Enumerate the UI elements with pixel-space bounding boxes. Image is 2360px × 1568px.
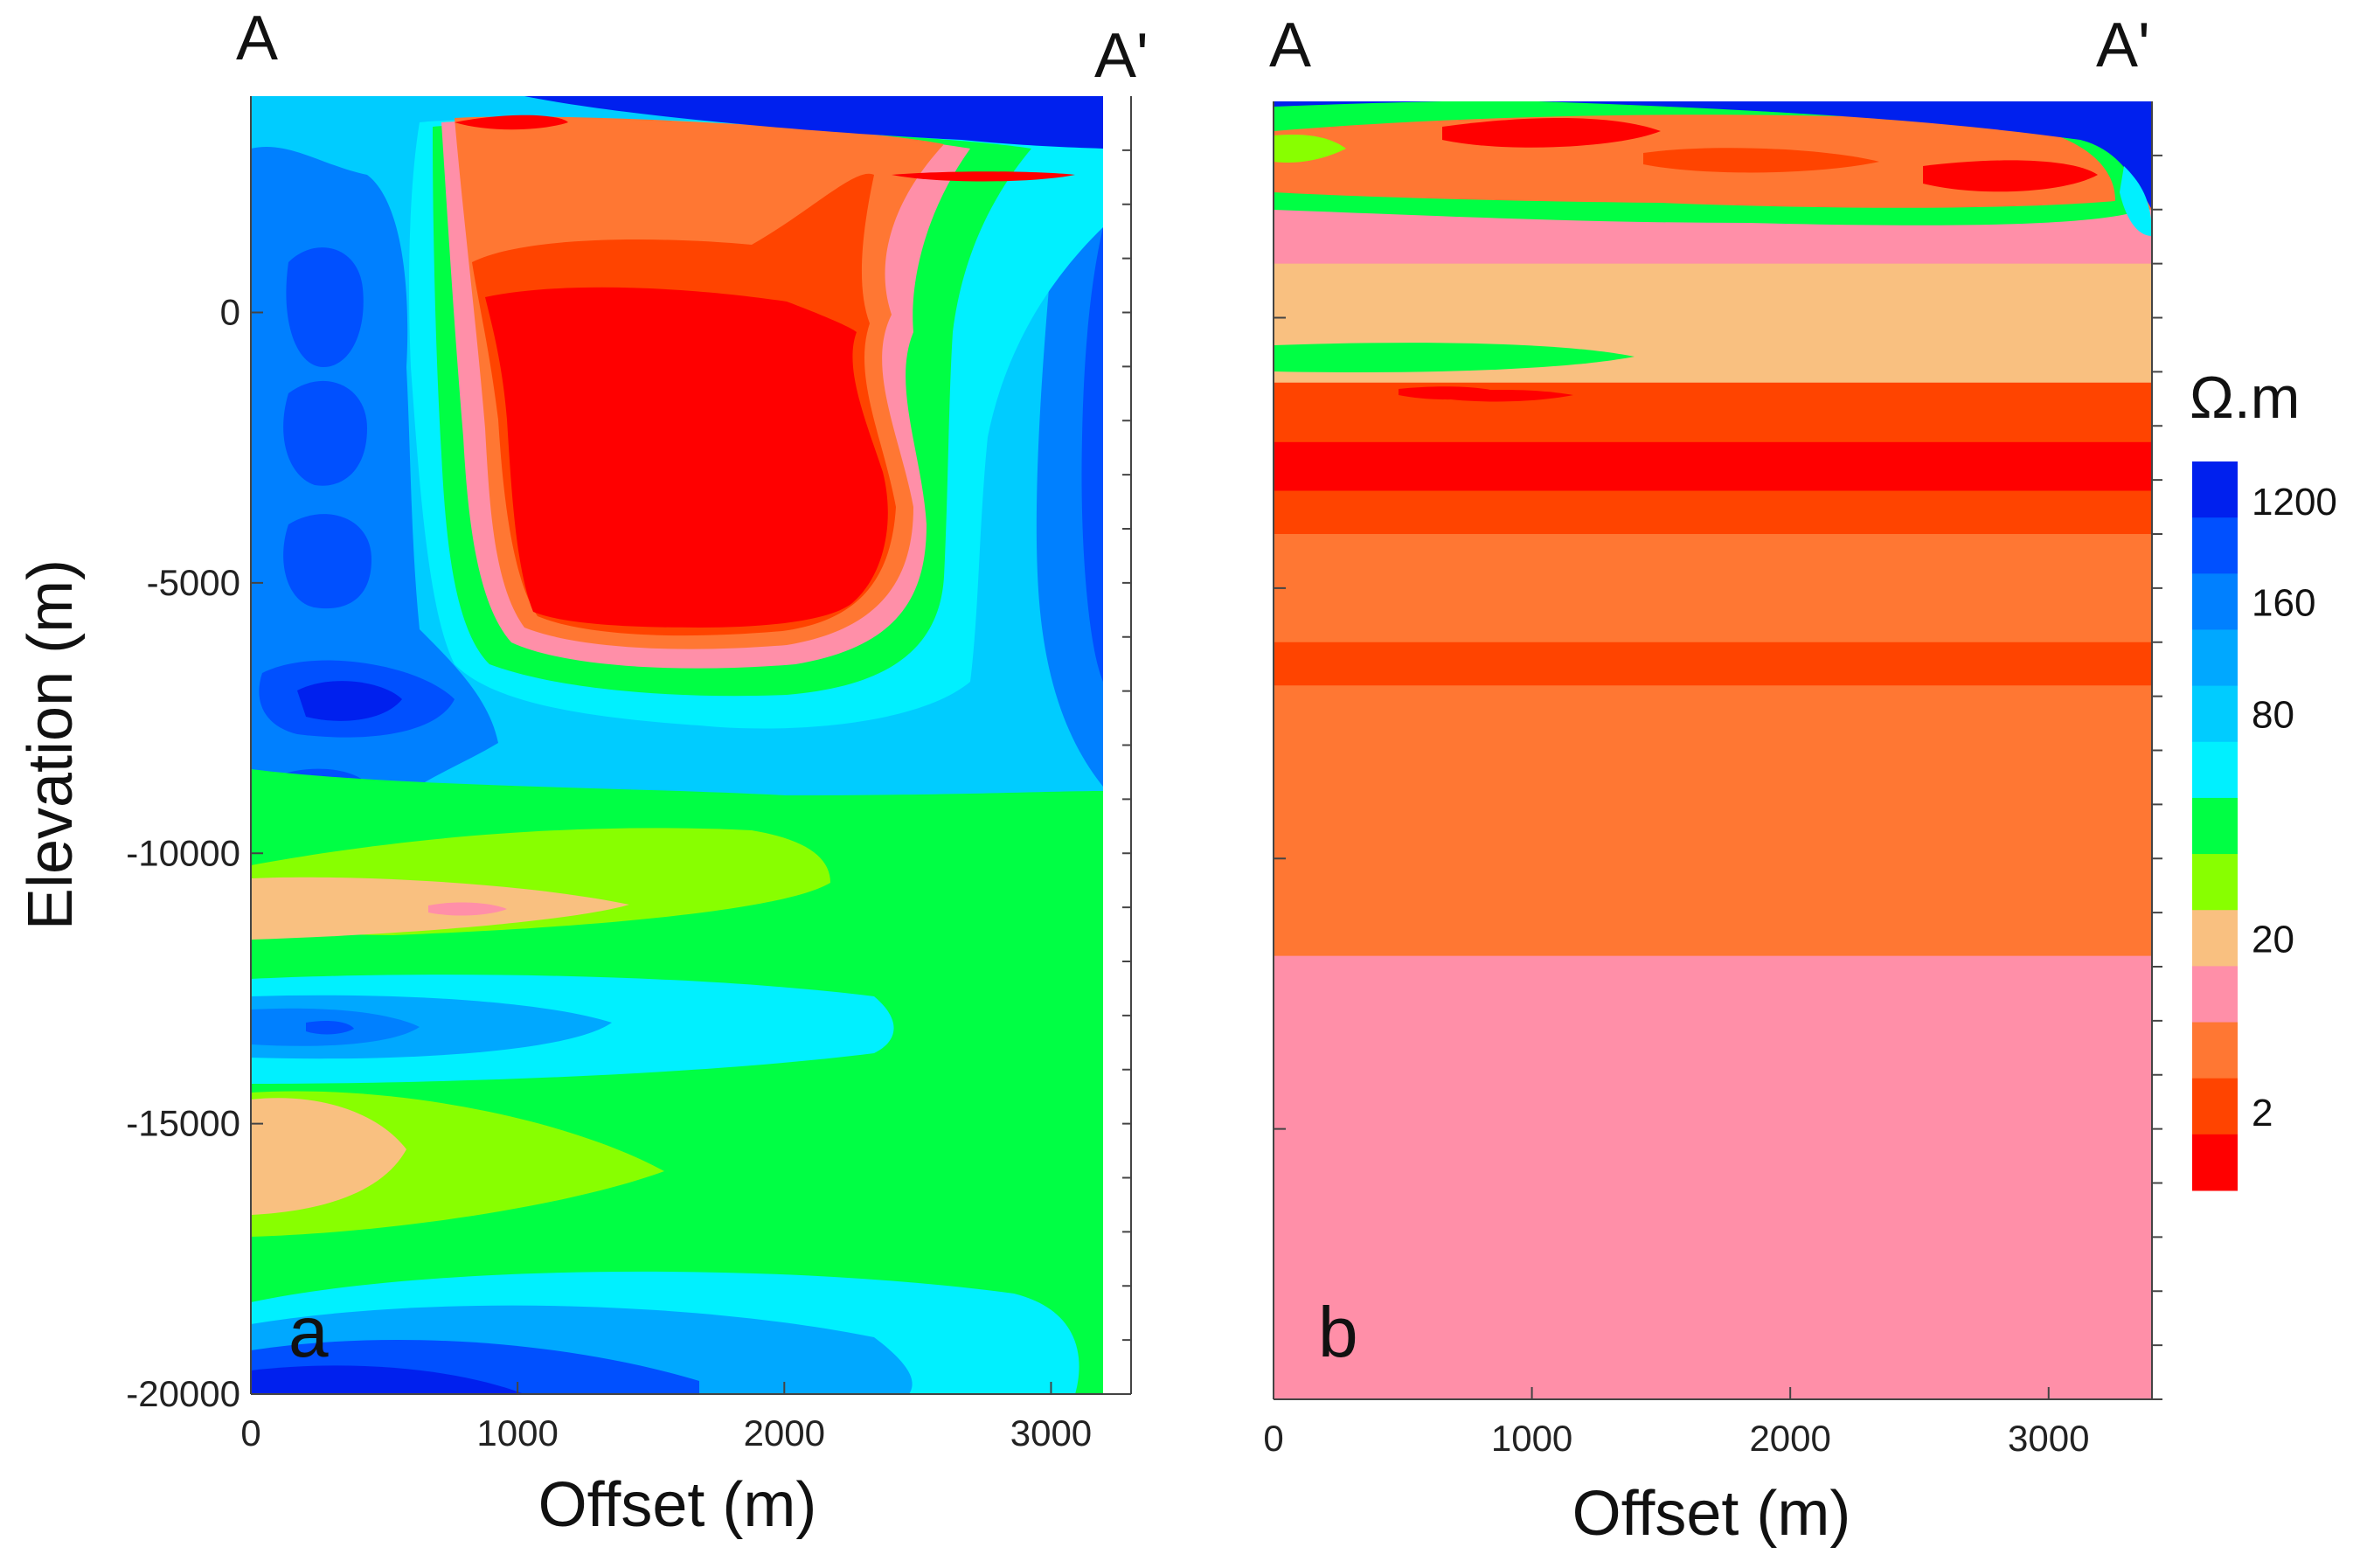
panel-b-x-tick-label: 0 [1263, 1418, 1283, 1459]
colorbar-label: 1200 [2252, 481, 2337, 524]
panel-a-y-ticks: 0 -5000 -10000 -15000 -20000 [126, 292, 263, 1414]
colorbar-swatches [2192, 461, 2238, 1191]
panel-b-layer [1274, 685, 2152, 957]
panel-b-x-tick-label: 2000 [1749, 1418, 1830, 1459]
panel-b-right-minor-ticks [2152, 154, 2162, 1400]
panel-b-layer [1274, 441, 2152, 492]
panel-a-x-tick-label: 2000 [744, 1412, 825, 1454]
panel-a-y-tick-label: 0 [220, 292, 240, 333]
colorbar-swatch [2192, 461, 2238, 518]
panel-a-corner-right: A' [1094, 21, 1149, 91]
colorbar-swatch [2192, 629, 2238, 687]
colorbar-swatch [2192, 1022, 2238, 1079]
panel-b: 0 1000 2000 3000 A A' b Offset (m) [1263, 10, 2162, 1549]
panel-a-top-red-streak [892, 171, 1075, 182]
panel-b-layer [1274, 955, 2152, 1399]
panel-b-right-cyan-edge [2120, 166, 2152, 236]
panel-b-corner-right: A' [2096, 10, 2150, 80]
panel-a-conductor-core [485, 287, 888, 628]
panel-a-x-tick-label: 1000 [476, 1412, 558, 1454]
panel-b-layer [1274, 642, 2152, 687]
panel-b-corner-left: A [1269, 10, 1311, 80]
colorbar-labels: 1200 160 80 20 2 [2252, 481, 2337, 1134]
panel-b-top-red-center [1643, 148, 1879, 173]
panel-b-x-tick-label: 3000 [2008, 1418, 2089, 1459]
colorbar-unit: Ω.m [2190, 364, 2300, 431]
panel-a-top-red-cap [455, 114, 568, 130]
colorbar-swatch [2192, 741, 2238, 799]
colorbar-label: 160 [2252, 581, 2315, 624]
colorbar-swatch [2192, 910, 2238, 967]
panel-a-right-minor-ticks [1122, 149, 1131, 1395]
panel-a-y-tick-label: -20000 [126, 1373, 240, 1414]
panel-a-corner-left: A [236, 3, 278, 73]
panel-b-layer [1274, 490, 2152, 535]
panel-a-blue-blob-3 [283, 514, 371, 609]
panel-b-top-red-right [1923, 160, 2098, 192]
colorbar-label: 2 [2252, 1092, 2273, 1134]
panel-b-x-tick-label: 1000 [1491, 1418, 1572, 1459]
panel-a-y-tick-label: -10000 [126, 832, 240, 873]
colorbar: Ω.m 1200 160 80 20 2 [2190, 364, 2337, 1191]
panel-a-x-tick-label: 0 [240, 1412, 260, 1454]
panel-b-details [1274, 101, 2152, 402]
panel-b-air-top [1538, 101, 2152, 210]
panel-b-layer [1274, 534, 2152, 643]
panel-a-y-tick-label: -5000 [147, 562, 240, 603]
panel-b-green-lens [1274, 343, 1635, 373]
panel-a-dark-blue-spot [306, 1020, 354, 1035]
panel-a-orange-lens-lower [251, 1098, 406, 1215]
panel-a-bottom-deep-blue [251, 1365, 524, 1394]
panel-a: 0 1000 2000 3000 0 -5000 -10000 -15000 -20000 A… [16, 3, 1149, 1540]
colorbar-swatch [2192, 573, 2238, 630]
panel-a-x-axis-title: Offset (m) [538, 1470, 817, 1540]
colorbar-swatch [2192, 797, 2238, 855]
colorbar-swatch [2192, 966, 2238, 1023]
colorbar-swatch [2192, 1134, 2238, 1191]
panel-b-top-red-left [1442, 117, 1661, 148]
panel-a-blue-blob-2 [283, 380, 367, 486]
panel-b-x-ticks: 0 1000 2000 3000 [1263, 1387, 2089, 1459]
panel-a-right-deep-blue [1081, 227, 1103, 682]
panel-a-x-ticks: 0 1000 2000 3000 [240, 1382, 1092, 1454]
colorbar-swatch [2192, 517, 2238, 574]
panel-a-y-axis-title: Elevation (m) [16, 559, 86, 930]
panel-a-blue-blob-1 [286, 247, 364, 367]
panel-a-label: a [288, 1293, 329, 1372]
panel-b-red-streak-2 [1442, 390, 1573, 402]
colorbar-swatch [2192, 1078, 2238, 1135]
panel-a-pink-spot [428, 902, 507, 916]
panel-a-y-tick-label: -15000 [126, 1103, 240, 1144]
colorbar-label: 80 [2252, 694, 2294, 737]
panel-b-plot-area [1274, 101, 2152, 1399]
panel-a-x-tick-label: 3000 [1010, 1412, 1092, 1454]
panel-a-plot-area [251, 96, 1103, 1394]
panel-b-label: b [1318, 1293, 1358, 1372]
panel-b-y-ticks [1274, 316, 1286, 1400]
panel-a-blue-blob-5 [297, 681, 402, 721]
colorbar-swatch [2192, 854, 2238, 911]
panel-a-right-blue-zone [1036, 149, 1103, 787]
colorbar-swatch [2192, 685, 2238, 743]
panel-b-x-axis-title: Offset (m) [1572, 1479, 1851, 1549]
panel-b-green-lens-2 [1274, 134, 1346, 163]
panel-a-air-top [524, 96, 1103, 149]
colorbar-label: 20 [2252, 918, 2294, 961]
